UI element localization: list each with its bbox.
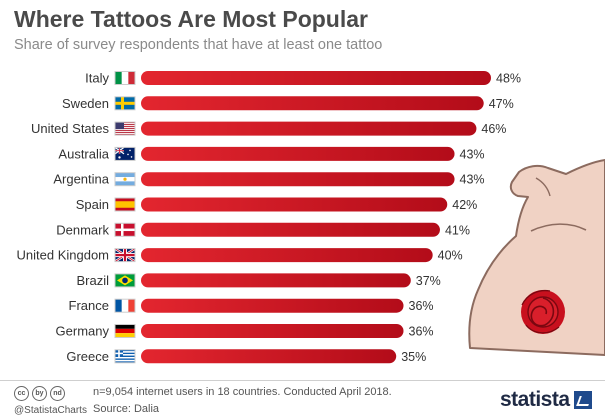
license-icons: cc by nd (14, 386, 65, 401)
statista-handle: @StatistaCharts (14, 405, 87, 416)
bars-group: Italy 48% Sweden 47% United States 46% Austral… (17, 71, 522, 364)
bar (141, 197, 448, 212)
category-label: Italy (85, 71, 109, 86)
cc-icon: cc (14, 386, 29, 401)
bar (141, 172, 455, 187)
bar-row: Sweden 47% (62, 96, 514, 111)
country-flag-icon (114, 96, 136, 111)
category-label: Denmark (56, 222, 109, 237)
footer: cc by nd @StatistaCharts n=9,054 interne… (0, 380, 605, 419)
bar (141, 71, 491, 85)
bar (141, 273, 411, 288)
bar-row: Brazil 37% (76, 273, 440, 288)
bar (141, 248, 433, 263)
country-flag-icon (114, 71, 136, 85)
value-label: 35% (401, 350, 426, 364)
arm-shape (468, 159, 605, 356)
value-label: 37% (416, 274, 441, 288)
bar-row: Italy 48% (85, 71, 521, 86)
bar (141, 298, 404, 313)
statista-logo[interactable]: statista (500, 388, 592, 412)
country-flag-icon (114, 298, 136, 313)
country-flag-icon (114, 146, 136, 161)
survey-note: n=9,054 internet users in 18 countries. … (93, 386, 392, 398)
bar (141, 146, 455, 161)
bar (141, 349, 397, 364)
category-label: United Kingdom (17, 248, 110, 263)
bar-row: Greece 35% (66, 349, 426, 364)
value-label: 46% (481, 122, 506, 136)
country-flag-icon (114, 121, 136, 136)
category-label: Sweden (62, 96, 109, 111)
statista-mark-icon (573, 391, 592, 409)
bar-row: France 36% (69, 298, 434, 313)
bar-row: United States 46% (31, 121, 506, 136)
bar-row: Germany 36% (56, 324, 434, 339)
bicep-line (530, 223, 587, 232)
category-label: Australia (58, 146, 109, 161)
bar-row: Spain 42% (76, 197, 478, 212)
value-label: 47% (489, 97, 514, 111)
country-flag-icon (114, 197, 136, 212)
category-label: Spain (76, 197, 109, 212)
value-label: 41% (445, 223, 470, 237)
bar-row: Australia 43% (58, 146, 484, 161)
value-label: 43% (460, 147, 485, 161)
country-flag-icon (114, 273, 136, 288)
bar (141, 324, 404, 338)
value-label: 48% (496, 72, 521, 86)
category-label: Greece (66, 349, 109, 364)
value-label: 36% (409, 325, 434, 339)
value-label: 42% (452, 198, 477, 212)
country-flag-icon (114, 172, 136, 187)
category-label: France (69, 298, 109, 313)
rose-tattoo (521, 289, 565, 334)
country-flag-icon (114, 349, 136, 364)
bar-row: Argentina 43% (53, 172, 484, 187)
flexed-arm-illustration (468, 159, 605, 356)
source-note: Source: Dalia (93, 403, 160, 415)
brand-wordmark: statista (500, 388, 570, 411)
category-label: Brazil (76, 273, 109, 288)
category-label: Argentina (53, 172, 109, 187)
fist-line (535, 177, 551, 197)
value-label: 36% (409, 299, 434, 313)
bar (141, 96, 484, 111)
country-flag-icon (114, 324, 136, 338)
bar (141, 222, 440, 237)
bar-chart: Italy 48% Sweden 47% United States 46% Austral… (17, 71, 605, 364)
country-flag-icon (114, 222, 136, 237)
chart-subtitle: Share of survey respondents that have at… (14, 37, 383, 53)
bar-row: United Kingdom 40% (17, 247, 463, 263)
no-derivatives-icon: nd (50, 386, 65, 401)
attribution-icon: by (32, 386, 47, 401)
category-label: United States (31, 121, 110, 136)
category-label: Germany (56, 324, 110, 339)
bar (141, 121, 477, 136)
value-label: 40% (438, 249, 463, 263)
chart-title: Where Tattoos Are Most Popular (14, 6, 368, 32)
value-label: 43% (460, 173, 485, 187)
country-flag-icon (114, 247, 136, 263)
bar-row: Denmark 41% (56, 222, 470, 237)
